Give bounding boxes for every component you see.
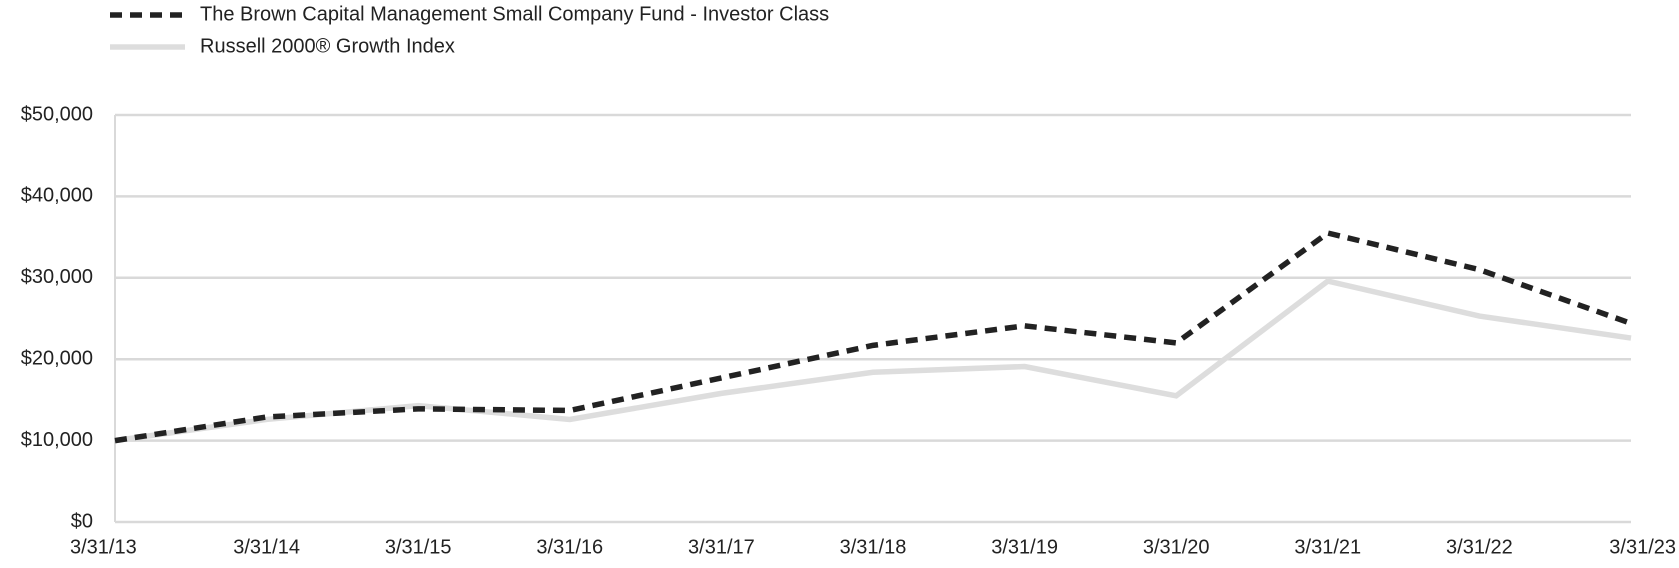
y-tick-label: $20,000: [21, 347, 93, 369]
x-tick-label: 3/31/23: [1609, 536, 1676, 558]
legend-label: The Brown Capital Management Small Compa…: [200, 3, 829, 25]
x-tick-label: 3/31/22: [1446, 536, 1513, 558]
y-tick-label: $0: [71, 510, 93, 532]
x-tick-label: 3/31/13: [70, 536, 137, 558]
x-tick-label: 3/31/14: [233, 536, 300, 558]
y-tick-label: $50,000: [21, 103, 93, 125]
x-tick-label: 3/31/17: [688, 536, 755, 558]
y-tick-label: $30,000: [21, 266, 93, 288]
x-tick-label: 3/31/19: [991, 536, 1058, 558]
x-tick-label: 3/31/16: [536, 536, 603, 558]
x-tick-label: 3/31/18: [840, 536, 907, 558]
x-tick-label: 3/31/15: [385, 536, 452, 558]
line-series: [114, 230, 1632, 444]
x-tick-label: 3/31/21: [1294, 536, 1361, 558]
y-tick-label: $10,000: [21, 429, 93, 451]
line-series: [114, 278, 1632, 444]
x-tick-label: 3/31/20: [1143, 536, 1210, 558]
y-tick-label: $40,000: [21, 185, 93, 207]
legend-label: Russell 2000® Growth Index: [200, 35, 455, 57]
